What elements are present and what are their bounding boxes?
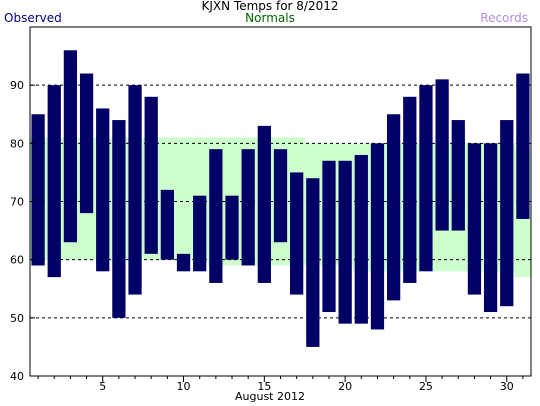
observed-bar-day-3 bbox=[63, 50, 78, 243]
observed-bar-day-28 bbox=[467, 143, 482, 295]
x-tick-label-5: 5 bbox=[99, 380, 106, 393]
x-tick-label-30: 30 bbox=[500, 380, 514, 393]
observed-bar-day-22 bbox=[370, 143, 385, 330]
observed-bar-day-26 bbox=[435, 79, 449, 231]
y-tick-label-40: 40 bbox=[10, 370, 24, 383]
observed-bar-day-21 bbox=[354, 154, 368, 324]
x-tick-label-20: 20 bbox=[338, 380, 352, 393]
observed-bar-day-7 bbox=[128, 85, 142, 295]
observed-bar-day-20 bbox=[338, 160, 352, 324]
y-tick-label-80: 80 bbox=[10, 137, 24, 150]
observed-bar-day-16 bbox=[273, 149, 288, 243]
observed-bar-day-29 bbox=[483, 143, 498, 313]
observed-bar-day-15 bbox=[257, 125, 271, 283]
x-tick-label-10: 10 bbox=[177, 380, 191, 393]
x-tick-label-15: 15 bbox=[257, 380, 271, 393]
ticks-layer: 40 50 60 70 80 90 5 10 15 20 25 30 bbox=[10, 79, 524, 393]
observed-bar-day-19 bbox=[322, 160, 336, 313]
y-tick-label-60: 60 bbox=[10, 254, 24, 267]
x-axis-label: August 2012 bbox=[235, 390, 305, 403]
observed-bar-day-24 bbox=[403, 96, 417, 283]
observed-bar-day-10 bbox=[176, 253, 191, 272]
observed-bar-day-1 bbox=[31, 114, 45, 266]
observed-bar-day-25 bbox=[419, 85, 433, 272]
observed-bar-day-12 bbox=[209, 149, 223, 283]
observed-bar-day-8 bbox=[144, 96, 158, 254]
observed-bar-day-30 bbox=[500, 120, 514, 307]
observed-bar-day-2 bbox=[47, 85, 61, 278]
y-tick-label-70: 70 bbox=[10, 196, 24, 209]
observed-bar-day-9 bbox=[160, 189, 174, 260]
legend-records: Records bbox=[480, 11, 528, 25]
y-tick-label-50: 50 bbox=[10, 312, 24, 325]
observed-bar-day-18 bbox=[306, 178, 320, 347]
observed-bar-day-31 bbox=[516, 73, 530, 219]
observed-bar-day-13 bbox=[225, 195, 239, 260]
observed-bar-day-27 bbox=[451, 120, 465, 231]
observed-bar-day-14 bbox=[241, 149, 255, 266]
observed-bar-day-5 bbox=[96, 108, 110, 272]
observed-bar-day-6 bbox=[112, 120, 126, 318]
observed-bar-day-11 bbox=[193, 195, 207, 272]
observed-bar-day-17 bbox=[290, 172, 304, 295]
observed-bars-layer bbox=[31, 50, 530, 347]
chart-title: KJXN Temps for 8/2012 bbox=[201, 0, 339, 13]
y-tick-label-90: 90 bbox=[10, 79, 24, 92]
x-tick-label-25: 25 bbox=[419, 380, 433, 393]
observed-bar-day-4 bbox=[79, 73, 94, 214]
legend-observed: Observed bbox=[4, 11, 62, 25]
observed-bar-day-23 bbox=[387, 114, 401, 301]
legend-normals: Normals bbox=[245, 11, 295, 25]
normals-band-day-10 bbox=[175, 137, 193, 260]
